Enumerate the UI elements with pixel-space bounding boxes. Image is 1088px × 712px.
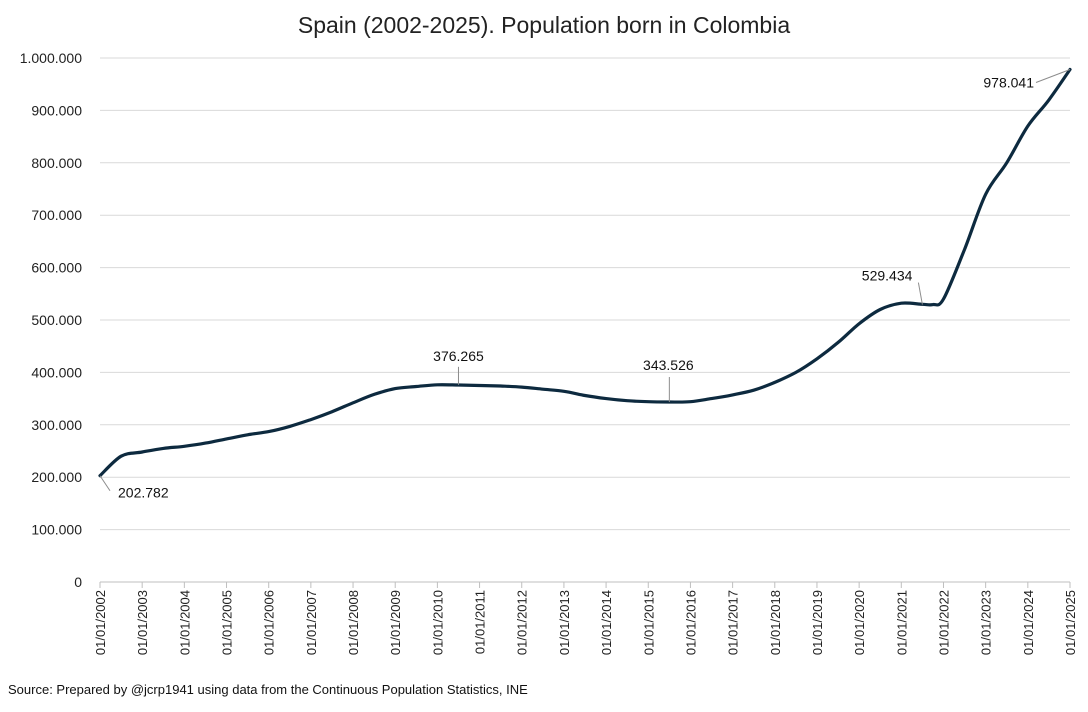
x-tick-label: 01/01/2019: [810, 590, 825, 655]
x-tick-label: 01/01/2025: [1063, 590, 1078, 655]
source-note: Source: Prepared by @jcrp1941 using data…: [8, 682, 528, 697]
annotation-leader: [1035, 69, 1071, 83]
annotations: 202.782 376.265 343.526 529.434 978.041: [99, 69, 1071, 501]
data-label: 376.265: [433, 348, 484, 364]
x-tick-label: 01/01/2021: [894, 590, 909, 655]
x-tick-label: 01/01/2002: [93, 590, 108, 655]
x-tick-label: 01/01/2020: [852, 590, 867, 655]
x-tick-label: 01/01/2004: [177, 590, 192, 655]
data-label: 343.526: [643, 357, 694, 373]
data-label: 529.434: [862, 268, 913, 284]
x-tick-label: 01/01/2006: [262, 590, 277, 655]
y-tick-label: 200.000: [31, 469, 82, 485]
x-tick-label: 01/01/2013: [557, 590, 572, 655]
x-tick-label: 01/01/2012: [515, 590, 530, 655]
chart-title: Spain (2002-2025). Population born in Co…: [297, 12, 791, 38]
annotation-leader: [917, 282, 923, 305]
series-layer: [98, 67, 1072, 478]
y-tick-label: 400.000: [31, 364, 82, 380]
x-tick-label: 01/01/2017: [726, 590, 741, 655]
y-tick-label: 500.000: [31, 312, 82, 328]
x-tick-label: 01/01/2022: [936, 590, 951, 655]
x-tick-label: 01/01/2016: [683, 590, 698, 655]
annotation-leader: [99, 475, 111, 492]
x-tick-label: 01/01/2011: [473, 590, 488, 654]
y-tick-label: 1.000.000: [20, 50, 82, 66]
y-tick-label: 700.000: [31, 207, 82, 223]
y-tick-label: 0: [74, 574, 82, 590]
y-tick-label: 900.000: [31, 102, 82, 118]
x-tick-label: 01/01/2005: [220, 590, 235, 655]
y-tick-label: 800.000: [31, 155, 82, 171]
y-tick-label: 100.000: [31, 522, 82, 538]
x-tick-label: 01/01/2008: [346, 590, 361, 655]
x-tick-label: 01/01/2003: [135, 590, 150, 655]
data-label: 202.782: [118, 485, 169, 501]
data-label: 978.041: [983, 75, 1034, 91]
x-tick-label: 01/01/2010: [430, 590, 445, 655]
y-tick-label: 300.000: [31, 417, 82, 433]
x-tick-label: 01/01/2014: [599, 590, 614, 655]
x-tick-label: 01/01/2023: [979, 590, 994, 655]
x-tick-label: 01/01/2009: [388, 590, 403, 655]
x-tick-label: 01/01/2007: [304, 590, 319, 655]
y-tick-label: 600.000: [31, 260, 82, 276]
x-tick-label: 01/01/2015: [641, 590, 656, 655]
series-line: [98, 67, 1072, 478]
y-axis: 0 100.000 200.000 300.000 400.000 500.000 600.…: [20, 50, 83, 590]
x-tick-label: 01/01/2024: [1021, 590, 1036, 655]
x-tick-label: 01/01/2018: [768, 590, 783, 655]
gridlines: [100, 57, 1070, 531]
x-axis: 01/01/2002 01/01/2003 01/01/2004 01/01/2005…: [93, 581, 1078, 655]
